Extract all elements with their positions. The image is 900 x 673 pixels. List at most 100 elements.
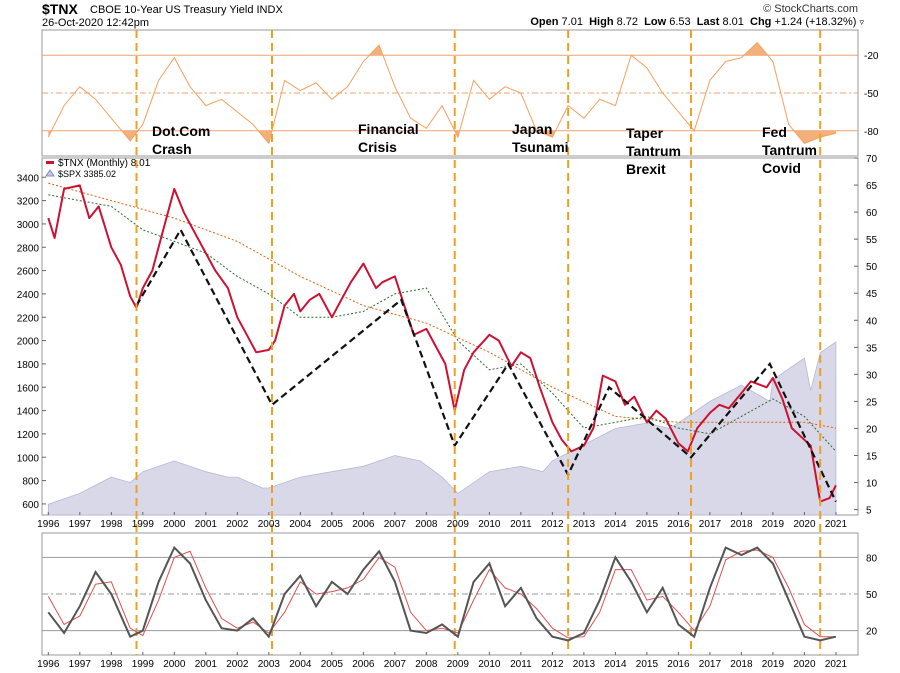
top-oscillator-line — [47, 41, 837, 145]
main-x-tick-label: 1999 — [132, 519, 155, 530]
main-x-tick-label: 2007 — [384, 519, 407, 530]
chg-label: Chg — [750, 16, 772, 28]
main-x-tick-label: 1998 — [100, 519, 123, 530]
main-x-tick-label: 2019 — [762, 519, 785, 530]
bottom-x-tick-label: 2008 — [415, 659, 438, 670]
last-label: Last — [696, 16, 720, 28]
low-value: 6.53 — [669, 16, 691, 28]
right-axis-tick-label: 70 — [866, 154, 878, 165]
bottom-x-tick-label: 2007 — [384, 659, 407, 670]
legend-swatch-tnx — [46, 161, 54, 164]
tnx-price-line — [47, 184, 837, 503]
right-axis-tick-label: 60 — [866, 208, 878, 219]
right-axis-tick-label: 15 — [866, 452, 878, 463]
top-tick-label: -50 — [864, 89, 879, 100]
right-axis-tick-label: 5 — [866, 506, 872, 517]
main-x-tick-label: 2012 — [541, 519, 564, 530]
event-annotation: Financial — [358, 121, 419, 137]
main-x-tick-label: 2002 — [226, 519, 249, 530]
main-x-tick-label: 2001 — [195, 519, 218, 530]
right-axis-tick-label: 45 — [866, 289, 878, 300]
main-x-tick-label: 2010 — [478, 519, 501, 530]
bottom-x-tick-label: 1998 — [100, 659, 123, 670]
bottom-x-tick-label: 1997 — [69, 659, 92, 670]
legend-label-tnx: $TNX (Monthly) 8.01 — [58, 158, 151, 169]
bottom-x-tick-label: 1996 — [37, 659, 60, 670]
right-axis-tick-label: 35 — [866, 343, 878, 354]
right-axis-tick-label: 30 — [866, 370, 878, 381]
bottom-x-tick-label: 2019 — [762, 659, 785, 670]
event-annotation: Taper — [626, 125, 664, 141]
right-axis-tick-label: 40 — [866, 316, 878, 327]
main-x-tick-label: 2011 — [510, 519, 532, 530]
chart-header: $TNX CBOE 10-Year US Treasury Yield INDX… — [0, 0, 900, 30]
quote-summary: Open 7.01 High 8.72 Low 6.53 Last 8.01 C… — [530, 16, 864, 28]
bottom-tick-label: 20 — [866, 627, 878, 638]
bottom-x-tick-label: 2020 — [793, 659, 816, 670]
main-x-tick-label: 2003 — [258, 519, 281, 530]
bottom-x-tick-label: 2004 — [289, 659, 312, 670]
bottom-x-tick-label: 2011 — [510, 659, 532, 670]
chart-date: 26-Oct-2020 12:42pm — [42, 17, 150, 29]
bottom-x-tick-label: 2015 — [636, 659, 659, 670]
last-value: 8.01 — [722, 16, 744, 28]
main-x-tick-label: 2008 — [415, 519, 438, 530]
legend-label-spx: $SPX 3385.02 — [58, 169, 116, 179]
bottom-x-tick-label: 2000 — [163, 659, 186, 670]
left-axis-tick-label: 1800 — [17, 360, 40, 371]
main-x-tick-label: 2021 — [825, 519, 848, 530]
trend-zigzag-line — [135, 227, 837, 503]
top-tick-label: -20 — [864, 51, 879, 62]
right-axis-tick-label: 25 — [866, 397, 878, 408]
main-x-tick-label: 2006 — [352, 519, 375, 530]
bottom-oscillator-line — [47, 545, 837, 642]
bottom-x-tick-label: 2006 — [352, 659, 375, 670]
legend-swatch-spx — [45, 169, 55, 177]
left-axis-tick-label: 2400 — [17, 290, 40, 301]
top-overbought-fill — [48, 42, 836, 56]
event-annotation: Fed — [762, 124, 787, 140]
bottom-x-tick-label: 2021 — [825, 659, 848, 670]
stockcharts-logo: © StockCharts.com — [763, 3, 858, 15]
bottom-x-tick-label: 2013 — [573, 659, 596, 670]
main-x-tick-label: 2014 — [604, 519, 627, 530]
bottom-x-tick-label: 2016 — [667, 659, 690, 670]
bottom-signal-line — [47, 549, 836, 639]
main-x-tick-label: 2009 — [447, 519, 470, 530]
left-axis-tick-label: 600 — [22, 500, 39, 511]
left-axis-tick-label: 1000 — [17, 453, 40, 464]
ma-long-line — [48, 182, 836, 429]
left-axis-tick-label: 3200 — [17, 197, 40, 208]
bottom-x-tick-label: 2009 — [447, 659, 470, 670]
main-x-tick-label: 1996 — [37, 519, 60, 530]
bottom-x-tick-label: 2002 — [226, 659, 249, 670]
bottom-x-tick-label: 2014 — [604, 659, 627, 670]
chg-value: +1.24 (+18.32%) — [774, 16, 857, 28]
bottom-tick-label: 50 — [866, 590, 878, 601]
low-label: Low — [644, 16, 667, 28]
spx-area — [47, 341, 837, 516]
bottom-x-tick-label: 2012 — [541, 659, 564, 670]
open-label: Open — [530, 16, 559, 28]
left-axis-tick-label: 1200 — [17, 430, 40, 441]
chart-legend: $TNX (Monthly) 8.01$SPX 3385.02 — [45, 158, 151, 179]
ma-short-line — [48, 194, 837, 452]
open-value: 7.01 — [561, 16, 583, 28]
event-annotation: Brexit — [626, 161, 666, 177]
right-axis-tick-label: 65 — [866, 181, 878, 192]
left-axis-tick-label: 2000 — [17, 337, 40, 348]
main-x-tick-label: 2013 — [573, 519, 596, 530]
left-axis-tick-label: 3000 — [17, 220, 40, 231]
event-annotation: Tantrum — [762, 142, 817, 158]
right-axis-tick-label: 10 — [866, 479, 878, 490]
bottom-x-tick-label: 2018 — [730, 659, 753, 670]
event-annotation: Crisis — [358, 139, 397, 155]
main-x-tick-label: 2018 — [730, 519, 753, 530]
left-axis-tick-label: 1600 — [17, 383, 40, 394]
bottom-x-tick-label: 2017 — [699, 659, 722, 670]
main-x-tick-label: 2017 — [699, 519, 722, 530]
left-axis-tick-label: 2600 — [17, 267, 40, 278]
right-axis-tick-label: 55 — [866, 235, 878, 246]
triangle-down-icon[interactable]: ▿ — [859, 17, 864, 27]
